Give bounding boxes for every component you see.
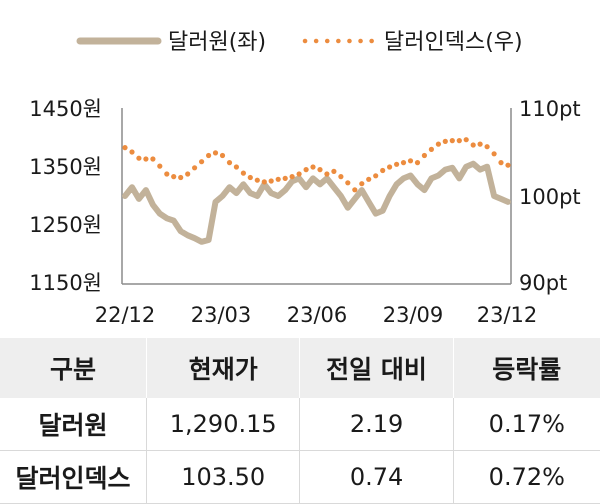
dxy-point [442,138,448,144]
row-name: 달러원 [0,398,147,451]
dxy-point [199,159,205,165]
row-rate: 0.17% [452,398,600,451]
dxy-point [247,174,253,181]
dxy-point [394,161,400,167]
left-tick-label: 1450원 [29,97,102,121]
right-tick-label: 110pt [519,97,581,121]
dxy-point [373,173,379,179]
dxy-point [338,174,344,180]
series-dots-dxy [122,137,511,193]
right-axis: 110pt 100pt 90pt [510,97,581,295]
dxy-point [129,149,135,155]
series-line-krw [122,160,511,245]
legend-label-krw: 달러원(좌) [168,30,266,55]
dxy-point [324,171,330,177]
dxy-point [317,167,323,173]
dxy-point [261,179,267,185]
dxy-point [310,164,316,170]
dxy-point [470,142,476,148]
dxy-point [428,146,434,152]
dxy-point [477,141,483,147]
dxy-point [192,165,198,171]
right-tick-label: 100pt [519,185,581,209]
dxy-point [240,170,246,176]
row-price: 103.50 [145,450,300,504]
quote-table: 구분 현재가 전일 대비 등락률 달러원 1,290.15 2.19 0.17%… [0,338,600,504]
left-tick-label: 1250원 [29,213,102,237]
dxy-point [303,167,309,173]
dxy-point [122,145,128,151]
dxy-point [171,174,177,180]
x-tick-label: 23/09 [383,303,444,327]
dxy-point [414,160,421,166]
table-header-row: 구분 현재가 전일 대비 등락률 [0,338,600,398]
x-axis: 22/12 23/03 23/06 23/09 23/12 [95,283,538,327]
dxy-point [387,164,393,170]
row-price: 1,290.15 [145,398,300,451]
dxy-point [296,171,302,177]
table-row: 달러원 1,290.15 2.19 0.17% [0,398,600,451]
header-category: 구분 [0,338,147,398]
dxy-point [157,163,163,169]
right-tick-label: 90pt [519,271,567,295]
dxy-point [331,168,337,174]
x-tick-label: 23/06 [287,303,348,327]
dxy-point [380,167,386,174]
x-tick-label: 22/12 [95,303,156,327]
dxy-point [498,160,504,166]
dxy-point [345,180,351,186]
dxy-point [491,151,497,157]
dxy-point [366,176,372,182]
plot-area [122,137,511,245]
dxy-point [268,178,274,184]
dxy-point [421,152,427,159]
dxy-point [435,141,441,147]
legend: 달러원(좌) 달러인덱스(우) [76,30,523,55]
legend-label-dxy: 달러인덱스(우) [384,30,523,55]
dxy-point [164,171,170,177]
dxy-point [206,152,212,159]
header-price: 현재가 [145,338,300,398]
dxy-point [282,175,288,181]
dxy-point [233,164,239,170]
row-change: 2.19 [299,398,454,451]
row-name: 달러인덱스 [0,450,147,504]
dxy-point [505,162,511,168]
dxy-point [226,160,233,166]
row-change: 0.74 [299,450,454,504]
dxy-point [178,174,184,181]
left-tick-label: 1150원 [29,271,102,295]
dxy-point [150,156,156,162]
dxy-point [275,176,281,182]
exchange-rate-chart: 달러원(좌) 달러인덱스(우) 1450원 1350원 1250원 1150원 … [29,30,581,327]
dxy-point [463,137,469,143]
dxy-point [352,187,358,193]
dxy-point [400,160,407,166]
table-row: 달러인덱스 103.50 0.74 0.72% [0,450,600,504]
dxy-point [219,152,226,159]
dxy-point [449,138,455,144]
dxy-point [484,144,490,150]
dxy-point [136,155,142,161]
dxy-point [407,158,414,164]
dxy-point [254,177,260,183]
dxy-point [212,150,219,156]
x-tick-label: 23/03 [191,303,252,327]
left-axis: 1450원 1350원 1250원 1150원 [29,97,123,295]
row-rate: 0.72% [452,450,600,504]
dxy-point [185,171,191,177]
dxy-point [143,156,149,162]
header-change: 전일 대비 [299,338,454,398]
x-tick-label: 23/12 [477,303,538,327]
dxy-point [456,138,462,144]
left-tick-label: 1350원 [29,155,102,179]
dxy-point [359,181,365,187]
header-rate: 등락률 [452,338,600,398]
dxy-point [289,174,295,180]
